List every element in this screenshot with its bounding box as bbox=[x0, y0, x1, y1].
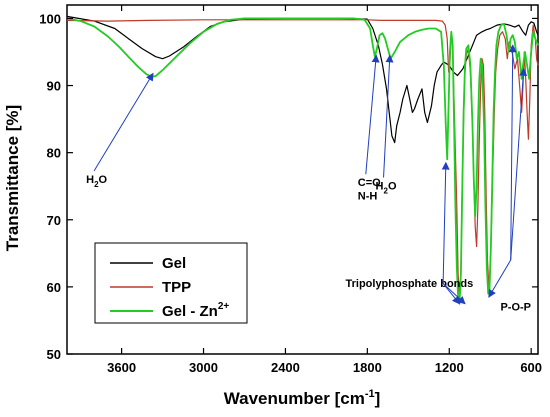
legend: Gel TPP Gel - Zn2+ bbox=[94, 242, 248, 324]
annotation-label: N-H bbox=[358, 191, 378, 203]
annotation-label: H2O bbox=[376, 181, 397, 196]
annotation-arrow bbox=[508, 44, 517, 261]
annotation-label: Tripolyphosphate bonds bbox=[346, 278, 474, 290]
x-axis-title: Wavenumber [cm-1] bbox=[224, 388, 381, 408]
x-tick-label: 1200 bbox=[435, 360, 464, 375]
y-tick-label: 80 bbox=[47, 146, 61, 161]
y-axis-title: Transmittance [%] bbox=[3, 105, 22, 251]
annotation-arrow bbox=[441, 161, 450, 284]
x-tick-label: 1800 bbox=[353, 360, 382, 375]
series-line-gel-zn bbox=[66, 17, 539, 305]
x-tick-label: 3600 bbox=[107, 360, 136, 375]
annotation-arrow bbox=[488, 259, 512, 298]
y-tick-label: 100 bbox=[39, 11, 61, 26]
y-tick-label: 90 bbox=[47, 79, 61, 94]
x-tick-label: 3000 bbox=[189, 360, 218, 375]
annotation-arrow bbox=[442, 283, 466, 305]
annotation-arrow bbox=[93, 72, 154, 172]
annotation-label: P-O-P bbox=[500, 301, 531, 313]
annotation-arrow bbox=[510, 67, 528, 261]
legend-label-gel-zn: Gel - Zn2+ bbox=[162, 301, 229, 320]
legend-label-tpp: TPP bbox=[162, 279, 191, 296]
legend-label-gel: Gel bbox=[162, 255, 186, 272]
legend-box bbox=[94, 242, 248, 324]
x-tick-label: 2400 bbox=[271, 360, 300, 375]
y-tick-label: 60 bbox=[47, 280, 61, 295]
annotation-arrow bbox=[442, 283, 461, 305]
y-tick-label: 50 bbox=[47, 347, 61, 362]
annotation-arrow bbox=[365, 54, 380, 175]
annotation-arrow bbox=[383, 54, 394, 178]
annotation-label: C=O bbox=[358, 177, 381, 189]
annotation-label: H2O bbox=[86, 174, 107, 189]
x-tick-label: 600 bbox=[520, 360, 542, 375]
tick-layer: 3600 3000 2400 1800 1200 600 50 60 70 80 90 100 bbox=[39, 5, 542, 375]
y-tick-label: 70 bbox=[47, 213, 61, 228]
